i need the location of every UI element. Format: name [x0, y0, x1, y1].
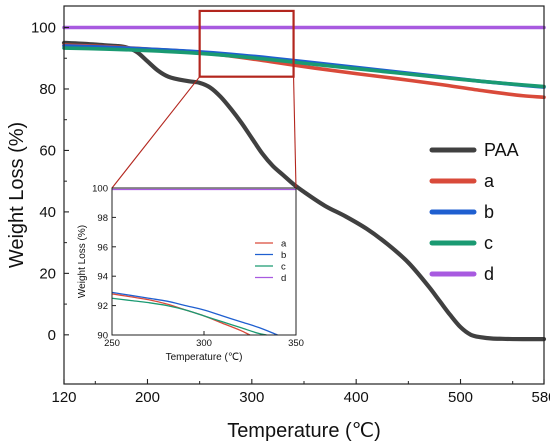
x-tick-label: 400	[344, 389, 369, 406]
inset-y-axis-ticks: 90 92 94 96 98 100	[92, 184, 116, 342]
zoom-connector-left	[111, 76, 201, 189]
x-tick-label: 120	[51, 389, 76, 406]
legend-label-c: c	[484, 233, 493, 253]
legend-label-a: a	[484, 171, 495, 191]
inset-x-axis-label: Temperature (℃)	[166, 352, 243, 363]
legend-label-b: b	[484, 202, 494, 222]
series-line-c	[62, 46, 546, 89]
y-tick-label: 20	[39, 265, 56, 282]
inset-plot: 250 300 350 90 92 94 96 98 100 Temperature (℃) Wei…	[77, 184, 304, 364]
inset-legend-label-a: a	[281, 239, 287, 250]
inset-y-tick-label: 94	[97, 272, 108, 283]
y-tick-label: 60	[39, 142, 56, 159]
zoom-connector-right	[293, 76, 297, 189]
series-group	[61, 25, 547, 342]
main-plot: 120 200 300 400 500 580 0 20 40 60 80 100 Temperatur…	[6, 5, 550, 442]
inset-y-axis-label: Weight Loss (%)	[77, 225, 88, 298]
x-tick-label: 300	[239, 389, 264, 406]
inset-legend-label-d: d	[281, 273, 286, 284]
inset-series-group	[111, 188, 296, 336]
zoom-region-box	[198, 9, 295, 78]
legend-label-paa: PAA	[484, 140, 519, 160]
y-axis-ticks: 0 20 40 60 80 100	[31, 20, 69, 344]
y-tick-label: 100	[31, 20, 56, 37]
inset-y-tick-label: 90	[97, 331, 108, 342]
inset-y-tick-label: 96	[97, 242, 108, 253]
inset-legend-label-b: b	[281, 250, 286, 261]
inset-x-tick-label: 350	[288, 338, 304, 349]
x-tick-label: 500	[448, 389, 473, 406]
inset-y-tick-label: 92	[97, 301, 108, 312]
x-tick-label: 580	[531, 389, 550, 406]
y-axis-label: Weight Loss (%)	[6, 122, 28, 268]
x-axis-label: Temperature (℃)	[227, 420, 381, 442]
inset-x-tick-label: 300	[196, 338, 212, 349]
x-axis-ticks: 120 200 300 400 500 580	[51, 379, 550, 406]
inset-y-tick-label: 100	[92, 184, 108, 195]
y-tick-label: 0	[48, 327, 56, 344]
inset-series-line-c	[111, 297, 267, 336]
series-line-paa	[61, 40, 547, 342]
inset-y-tick-label: 98	[97, 213, 108, 224]
inset-x-tick-label: 250	[104, 338, 120, 349]
inset-series-line-b	[111, 291, 278, 336]
inset-legend-label-c: c	[281, 262, 286, 273]
y-tick-label: 40	[39, 204, 56, 221]
x-tick-label: 200	[135, 389, 160, 406]
inset-background	[112, 188, 296, 335]
legend-label-d: d	[484, 264, 494, 284]
y-tick-label: 80	[39, 81, 56, 98]
inset-x-axis-ticks: 250 300 350	[104, 331, 304, 349]
